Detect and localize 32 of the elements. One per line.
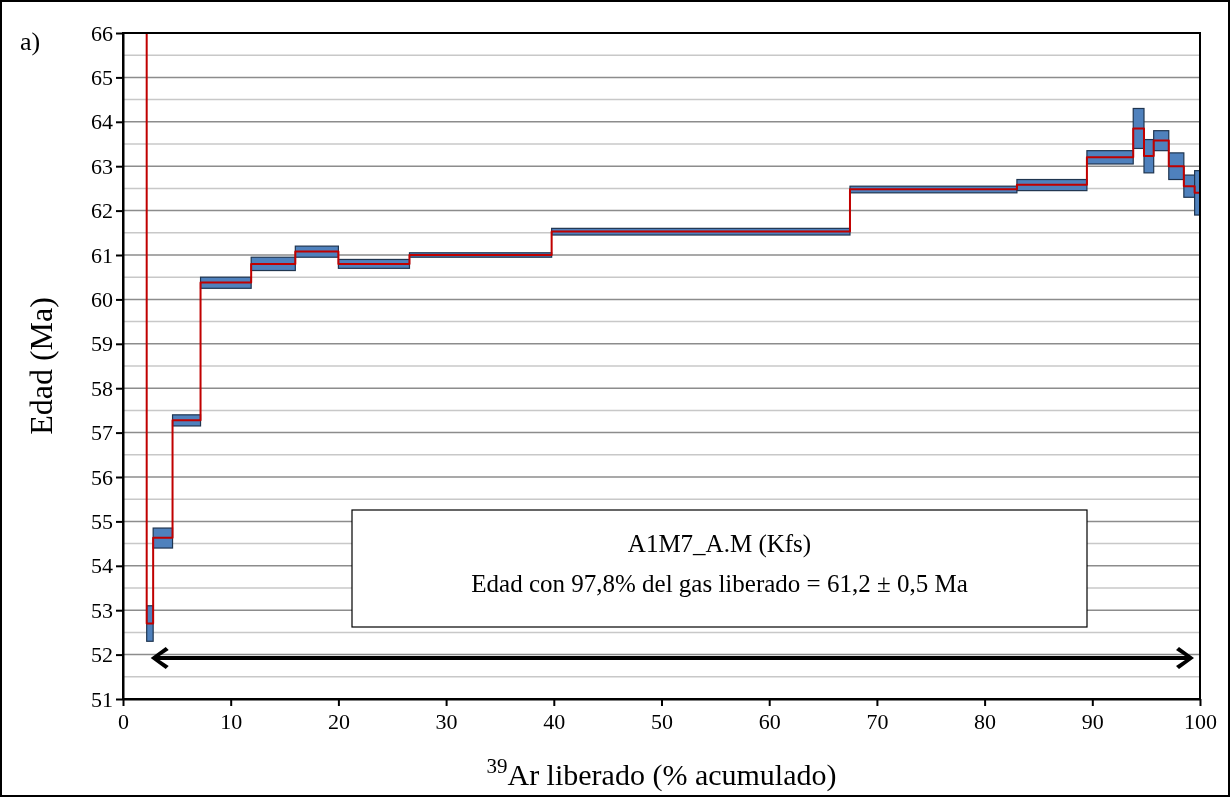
annotation: A1M7_A.M (Kfs) <box>627 530 812 558</box>
y-tick-label: 61 <box>91 242 113 268</box>
x-tick-label: 40 <box>543 708 566 734</box>
x-axis-title: $^{39}$Ar liberado (% acumulado) <box>486 754 837 792</box>
y-tick-label: 55 <box>91 508 113 534</box>
y-tick-label: 52 <box>91 642 113 668</box>
x-tick-label: 80 <box>974 708 997 734</box>
y-tick-label: 65 <box>91 64 113 90</box>
y-tick-label: 54 <box>91 553 113 579</box>
x-tick-label: 70 <box>866 708 889 734</box>
x-tick-label: 100 <box>1184 708 1217 734</box>
y-tick-label: 53 <box>91 597 113 623</box>
y-tick-label: 59 <box>91 331 113 357</box>
y-tick-label: 62 <box>91 198 113 224</box>
x-tick-label: 10 <box>220 708 243 734</box>
y-tick-label: 66 <box>91 20 113 46</box>
x-tick-label: 60 <box>758 708 781 734</box>
y-tick-label: 60 <box>91 286 113 312</box>
x-tick-label: 30 <box>435 708 458 734</box>
y-tick-label: 56 <box>91 464 113 490</box>
x-tick-label: 0 <box>118 708 129 734</box>
y-tick-label: 63 <box>91 153 113 179</box>
y-tick-label: 57 <box>91 420 113 446</box>
y-tick-label: 64 <box>91 109 113 135</box>
y-tick-label: 51 <box>91 686 113 712</box>
x-tick-label: 50 <box>651 708 673 734</box>
y-axis-title: Edad (Ma) <box>23 297 59 435</box>
annotation: Edad con 97,8% del gas liberado = 61,2 ± 0,5 Ma <box>471 570 968 597</box>
text: a) <box>20 27 41 56</box>
x-tick-label: 90 <box>1081 708 1104 734</box>
x-tick-label: 20 <box>327 708 350 734</box>
y-tick-label: 58 <box>91 375 113 401</box>
